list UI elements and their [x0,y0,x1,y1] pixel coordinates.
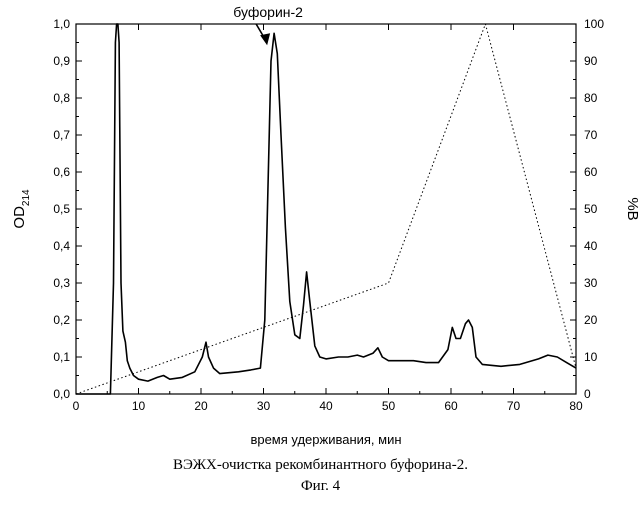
x-tick-label: 70 [507,399,521,413]
y-left-tick-label: 0,2 [53,313,70,327]
y-left-tick-label: 0,0 [53,387,70,401]
x-tick-label: 30 [257,399,271,413]
y-left-tick-label: 0,8 [53,91,70,105]
gradient-line [76,24,576,394]
x-tick-label: 0 [73,399,80,413]
x-tick-label: 10 [132,399,146,413]
annotation-arrow-head [260,33,270,45]
y-left-tick-label: 0,5 [53,202,70,216]
y-left-tick-label: 0,9 [53,54,70,68]
plot-frame [76,24,576,394]
y-right-tick-label: 70 [584,128,598,142]
y-left-tick-label: 0,7 [53,128,70,142]
x-tick-label: 40 [319,399,333,413]
y-right-tick-label: 60 [584,165,598,179]
peak-annotation-label: буфорин-2 [233,4,303,20]
y-left-axis-label-main: OD [11,206,28,229]
x-axis-label: время удерживания, мин [250,432,401,447]
y-right-tick-label: 50 [584,202,598,216]
y-right-tick-label: 0 [584,387,591,401]
y-right-tick-label: 90 [584,54,598,68]
y-left-tick-label: 0,4 [53,239,70,253]
x-tick-label: 20 [194,399,208,413]
y-left-tick-label: 1,0 [53,17,70,31]
y-left-axis-label-sub: 214 [21,189,32,206]
absorbance-line [76,24,576,394]
x-tick-label: 60 [444,399,458,413]
figure-caption: ВЭЖХ-очистка рекомбинантного буфорина-2. [0,457,641,474]
y-right-tick-label: 30 [584,276,598,290]
x-tick-label: 80 [569,399,583,413]
y-left-axis-label: OD214 [11,189,32,229]
y-left-tick-label: 0,3 [53,276,70,290]
y-left-tick-label: 0,1 [53,350,70,364]
y-right-tick-label: 80 [584,91,598,105]
figure-number: Фиг. 4 [0,478,641,495]
x-tick-label: 50 [382,399,396,413]
y-right-tick-label: 10 [584,350,598,364]
y-left-tick-label: 0,6 [53,165,70,179]
y-right-tick-label: 20 [584,313,598,327]
y-right-axis-label: %B [624,197,641,220]
y-right-tick-label: 40 [584,239,598,253]
y-right-tick-label: 100 [584,17,604,31]
